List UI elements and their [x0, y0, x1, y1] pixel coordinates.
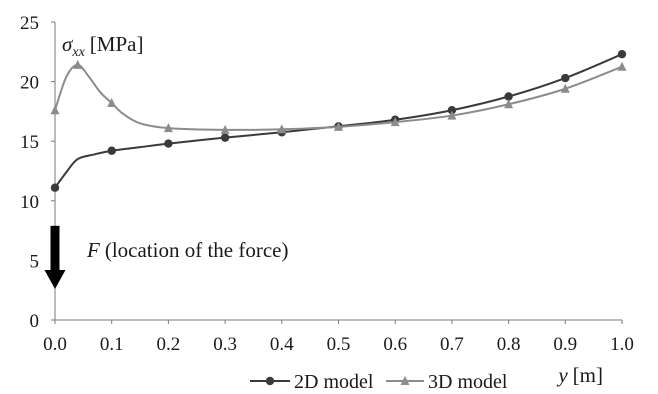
series-line-3d [54, 63, 623, 131]
x-tick-label: 1.0 [610, 334, 634, 355]
y-tick-label: 5 [30, 251, 40, 272]
axes [54, 22, 622, 321]
force-annotation: F (location of the force) [44, 225, 289, 290]
legend: 2D model 3D model [250, 371, 508, 393]
data-point-2d [50, 183, 60, 192]
series-layer [50, 49, 627, 192]
x-axis-unit: [m] [573, 363, 603, 387]
data-point-3d [73, 59, 83, 69]
x-tick-labels: 0.0 0.1 0.2 0.3 0.4 0.5 0.6 0.7 0.8 0.9 1.0 [43, 320, 634, 355]
legend-marker-2d [265, 376, 275, 386]
x-tick-label: 0.1 [100, 334, 124, 355]
data-point-2d [617, 49, 627, 59]
data-point-3d [617, 61, 627, 71]
x-tick-label: 0.2 [157, 334, 181, 355]
data-point-2d [504, 92, 513, 101]
data-point-3d [50, 105, 60, 115]
data-point-2d [220, 133, 230, 142]
series-line-2d [54, 53, 623, 189]
x-axis-symbol: y [556, 363, 568, 387]
x-axis-label: y [m] [556, 363, 603, 387]
data-point-3d [334, 121, 343, 131]
y-tick-label: 15 [20, 132, 39, 153]
y-axis-unit: [MPa] [90, 32, 144, 56]
y-tick-label: 10 [20, 192, 39, 213]
legend-label-2d: 2D model [294, 371, 374, 393]
data-point-3d [390, 117, 400, 127]
data-point-2d [164, 139, 173, 148]
y-axis-symbol: σ [62, 32, 74, 56]
data-point-3d [447, 110, 457, 120]
y-tick-label: 25 [20, 13, 39, 34]
x-tick-label: 0.5 [327, 334, 351, 355]
force-arrow-head [44, 270, 66, 290]
data-point-3d [220, 124, 230, 134]
force-symbol: F [86, 238, 100, 262]
data-point-2d [447, 106, 457, 115]
force-label: F (location of the force) [86, 238, 289, 262]
data-point-2d [561, 73, 570, 83]
y-tick-labels: 0 5 10 15 20 25 [20, 13, 55, 332]
force-text: (location of the force) [105, 238, 289, 262]
x-tick-label: 0.9 [553, 334, 577, 355]
y-tick-label: 0 [30, 311, 40, 332]
data-point-3d [277, 124, 287, 134]
force-arrow-shaft [50, 225, 60, 273]
data-point-2d [107, 146, 116, 155]
x-tick-label: 0.6 [383, 334, 407, 355]
y-axis-subscript: xx [71, 45, 85, 60]
y-axis-label: σxx [MPa] [62, 32, 143, 60]
legend-marker-3d [400, 376, 410, 385]
legend-label-3d: 3D model [428, 371, 508, 393]
data-point-3d [107, 98, 117, 108]
y-tick-label: 20 [20, 73, 39, 94]
x-tick-label: 0.8 [497, 334, 521, 355]
data-point-3d [504, 99, 514, 109]
x-tick-label: 0.7 [440, 334, 464, 355]
x-tick-label: 0.0 [43, 334, 67, 355]
x-tick-label: 0.4 [270, 334, 294, 355]
data-point-3d [163, 123, 173, 133]
x-tick-label: 0.3 [213, 334, 237, 355]
data-point-3d [560, 83, 570, 93]
